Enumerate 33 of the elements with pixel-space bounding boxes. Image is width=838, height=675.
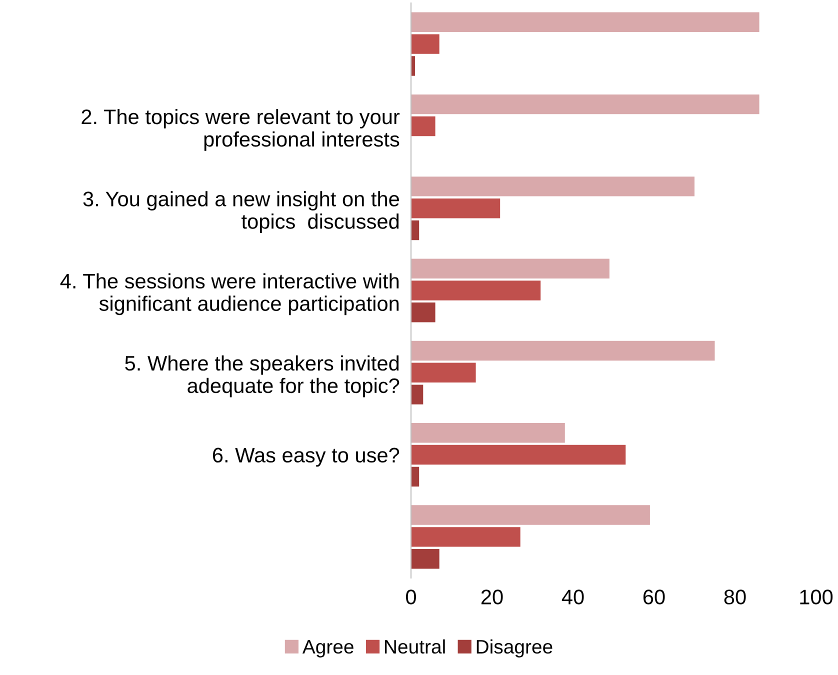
y-tick-label: 3. You gained a new insight on the topics discussed xyxy=(83,191,399,233)
y-tick-label: 5. Where the speakers invited adequate for the topic? xyxy=(125,355,400,398)
x-tick-label: 20 xyxy=(481,590,503,604)
y-tick-label: 2. The topics were relevant to your professional interests xyxy=(82,108,400,151)
bar xyxy=(411,116,436,136)
y-tick-label: 4. The sessions were interactive with significant audience participation xyxy=(60,273,399,316)
bar xyxy=(411,176,694,196)
bar xyxy=(411,466,420,487)
y-tick-label: 6. Was easy to use? xyxy=(212,448,400,467)
bar xyxy=(411,220,420,240)
legend-label: Disagree xyxy=(476,639,552,658)
x-tick-label: 60 xyxy=(643,590,665,604)
legend-label: Neutral xyxy=(385,639,445,654)
bar xyxy=(411,34,440,54)
bar xyxy=(411,258,610,278)
bar xyxy=(411,12,760,32)
bar xyxy=(411,444,626,465)
bar xyxy=(411,527,520,547)
x-tick-label: 100 xyxy=(800,590,833,604)
bar xyxy=(411,198,500,218)
bar xyxy=(411,94,760,114)
bar xyxy=(411,505,650,525)
bar xyxy=(411,423,565,443)
bar xyxy=(411,362,476,382)
legend-label: Agree xyxy=(302,640,354,658)
x-tick-label: 0 xyxy=(406,590,416,604)
bar xyxy=(411,280,541,300)
bar xyxy=(411,548,440,569)
x-tick-label: 40 xyxy=(562,590,584,604)
x-tick-label: 80 xyxy=(724,590,746,604)
bar xyxy=(411,302,436,322)
bar xyxy=(411,384,424,404)
bar xyxy=(411,340,715,361)
